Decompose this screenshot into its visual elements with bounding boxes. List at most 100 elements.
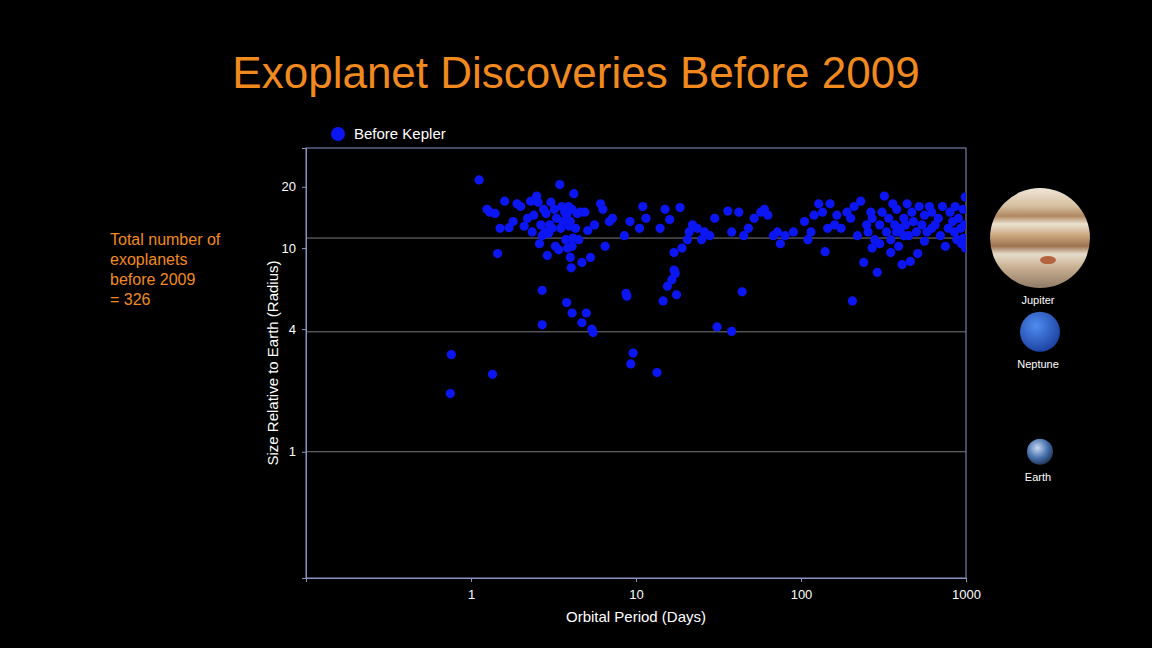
point xyxy=(622,292,631,301)
point xyxy=(665,215,674,224)
y-tick: 4 xyxy=(289,322,306,337)
point xyxy=(961,192,966,201)
legend: Before Kepler xyxy=(331,125,446,142)
point xyxy=(577,258,586,267)
point xyxy=(562,298,571,307)
point xyxy=(848,296,857,305)
x-tick-label: 1000 xyxy=(952,587,981,602)
point xyxy=(555,180,564,189)
y-axis-line xyxy=(302,149,307,579)
x-axis-line xyxy=(307,579,967,583)
point xyxy=(894,242,903,251)
point xyxy=(818,208,827,217)
point xyxy=(488,370,497,379)
reference-line xyxy=(306,238,966,239)
point xyxy=(528,227,537,236)
point xyxy=(475,175,484,184)
x-tick-label: 1 xyxy=(468,587,475,602)
background xyxy=(0,0,1152,648)
point xyxy=(598,205,607,214)
point xyxy=(892,205,901,214)
point xyxy=(814,199,823,208)
point xyxy=(868,214,877,223)
y-tick-label: 20 xyxy=(282,179,296,194)
point xyxy=(903,199,912,208)
y-tick-mark xyxy=(302,452,306,453)
point xyxy=(675,203,684,212)
y-tick: 10 xyxy=(282,241,306,256)
point xyxy=(580,208,589,217)
x-tick: 10 xyxy=(629,578,643,602)
point xyxy=(625,217,634,226)
planet-label: Jupiter xyxy=(1021,294,1054,306)
planet-spot xyxy=(1040,256,1056,264)
point xyxy=(495,224,504,233)
legend-marker xyxy=(331,127,345,141)
reference-lines xyxy=(306,238,966,452)
point xyxy=(780,231,789,240)
point xyxy=(652,368,661,377)
point xyxy=(907,208,916,217)
point xyxy=(710,214,719,223)
point xyxy=(800,217,809,226)
y-tick: 1 xyxy=(289,444,306,459)
point xyxy=(913,249,922,258)
point xyxy=(901,220,910,229)
point xyxy=(920,237,929,246)
point xyxy=(909,217,918,226)
point xyxy=(738,287,747,296)
annotation-line: before 2009 xyxy=(110,271,196,288)
point xyxy=(846,214,855,223)
x-tick: 100 xyxy=(791,578,813,602)
point xyxy=(672,290,681,299)
point xyxy=(586,253,595,262)
x-axis-title: Orbital Period (Days) xyxy=(566,608,706,625)
point xyxy=(683,235,692,244)
point xyxy=(538,320,547,329)
point xyxy=(898,260,907,269)
y-axis-title: Size Relative to Earth (Radius) xyxy=(264,260,281,465)
y-tick-mark xyxy=(302,248,306,249)
x-tick: 1 xyxy=(468,578,475,602)
point xyxy=(936,231,945,240)
point xyxy=(837,224,846,233)
y-tick-mark xyxy=(302,187,306,188)
x-tick-mark xyxy=(471,578,472,582)
point xyxy=(832,211,841,220)
planet-icons: JupiterNeptuneEarth xyxy=(990,188,1090,483)
point xyxy=(960,220,966,229)
point xyxy=(868,243,877,252)
point xyxy=(934,214,943,223)
point xyxy=(571,224,580,233)
point xyxy=(958,205,966,214)
x-axis: 1 10 100 1000 xyxy=(307,578,981,602)
point xyxy=(638,202,647,211)
point xyxy=(763,211,772,220)
point xyxy=(447,350,456,359)
point xyxy=(491,209,500,218)
point xyxy=(659,296,668,305)
point xyxy=(915,202,924,211)
point xyxy=(608,214,617,223)
point xyxy=(543,251,552,260)
point xyxy=(821,247,830,256)
point xyxy=(529,211,538,220)
point xyxy=(734,208,743,217)
point xyxy=(886,248,895,257)
title: Exoplanet Discoveries Before 2009 xyxy=(232,48,919,97)
reference-line xyxy=(306,331,966,332)
chart-svg: Exoplanet Discoveries Before 2009Total n… xyxy=(0,0,1152,648)
point xyxy=(873,268,882,277)
point xyxy=(853,231,862,240)
y-tick-label: 4 xyxy=(289,322,296,337)
x-tick-label: 100 xyxy=(791,587,813,602)
point xyxy=(825,199,834,208)
point xyxy=(500,197,509,206)
point xyxy=(875,220,884,229)
point xyxy=(538,286,547,295)
point xyxy=(789,227,798,236)
point xyxy=(809,211,818,220)
point xyxy=(669,248,678,257)
point xyxy=(567,263,576,272)
point xyxy=(569,189,578,198)
